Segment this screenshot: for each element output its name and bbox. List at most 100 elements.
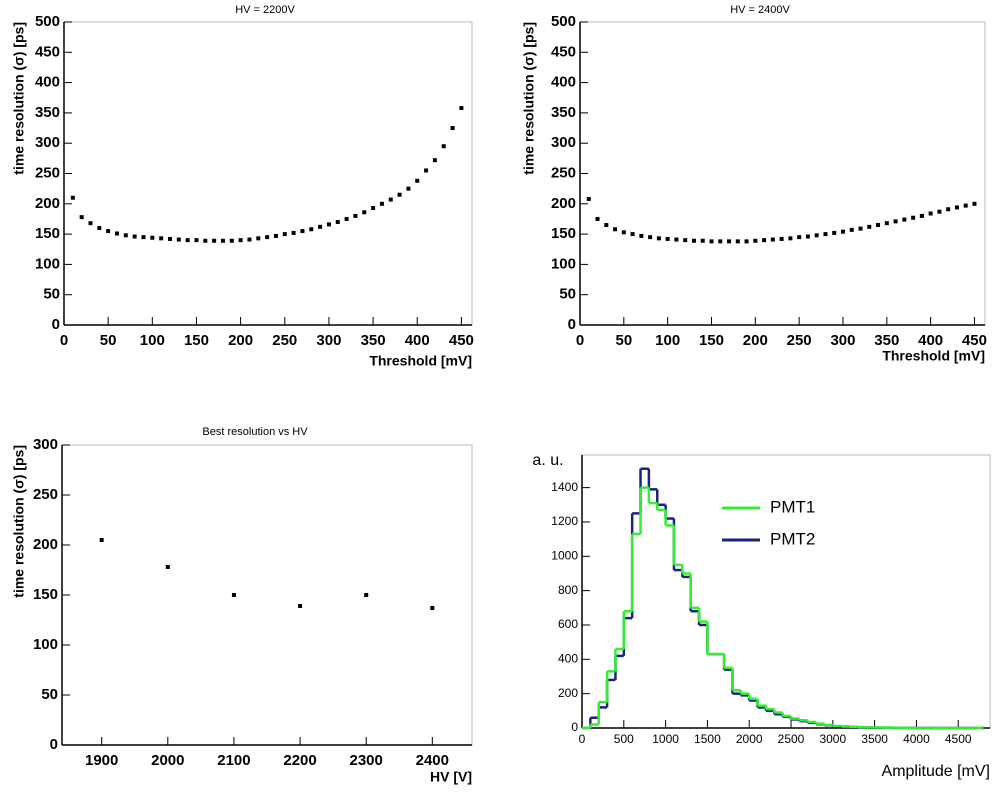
data-point xyxy=(604,223,609,228)
plot-frame xyxy=(61,444,473,746)
data-point xyxy=(954,205,959,210)
y-tick-label: 200 xyxy=(558,686,578,700)
data-point xyxy=(884,221,889,226)
plot-frame xyxy=(579,21,986,326)
data-point xyxy=(176,237,181,242)
data-point xyxy=(229,238,234,243)
data-point xyxy=(99,538,104,542)
y-tick-label: 1200 xyxy=(551,514,578,528)
data-point xyxy=(430,606,435,610)
y-tick-label: 150 xyxy=(33,586,58,603)
y-tick-label: 400 xyxy=(551,74,576,91)
y-tick-label: 400 xyxy=(35,74,60,91)
y-tick-label: 250 xyxy=(35,164,60,181)
data-point xyxy=(876,223,881,228)
data-point xyxy=(300,229,305,234)
data-point xyxy=(256,236,261,241)
y-axis-label: time resolution (σ) [ps] xyxy=(11,22,27,175)
data-point xyxy=(946,207,951,212)
data-point xyxy=(353,213,358,218)
x-tick-label: 1500 xyxy=(694,732,721,746)
data-point xyxy=(364,593,369,597)
data-point xyxy=(441,144,446,149)
x-tick-label: 150 xyxy=(184,332,209,349)
y-tick-label: 400 xyxy=(558,651,578,665)
data-point xyxy=(858,226,863,231)
x-tick-label: 300 xyxy=(830,332,855,349)
chart-title: HV = 2400V xyxy=(730,4,790,16)
y-tick-label: 200 xyxy=(551,195,576,212)
x-tick-label: 250 xyxy=(787,332,812,349)
data-point xyxy=(79,215,84,220)
data-point xyxy=(621,230,626,235)
data-point xyxy=(928,211,933,216)
x-axis-label: Amplitude [mV] xyxy=(882,763,990,780)
data-point xyxy=(273,233,278,238)
data-point xyxy=(114,231,119,236)
data-point xyxy=(937,209,942,214)
x-tick-label: 4500 xyxy=(945,732,972,746)
data-point xyxy=(70,195,75,200)
y-axis-label: time resolution (σ) [ps] xyxy=(521,22,537,175)
data-point xyxy=(911,215,916,220)
data-point xyxy=(298,604,303,608)
data-point xyxy=(972,201,977,206)
x-tick-label: 350 xyxy=(874,332,899,349)
data-point xyxy=(735,239,740,244)
data-point xyxy=(762,238,767,243)
data-point xyxy=(150,235,155,240)
data-point xyxy=(282,232,287,237)
data-point xyxy=(132,234,137,239)
data-point xyxy=(613,227,618,232)
y-tick-label: 100 xyxy=(33,636,58,653)
data-point xyxy=(753,238,758,243)
x-tick-label: 1900 xyxy=(85,752,118,769)
y-axis-label: a. u. xyxy=(532,452,563,469)
data-point xyxy=(265,235,270,240)
x-tick-label: 2000 xyxy=(736,732,763,746)
data-point xyxy=(893,219,898,224)
y-tick-label: 100 xyxy=(35,255,60,272)
y-tick-label: 150 xyxy=(551,225,576,242)
x-tick-label: 400 xyxy=(918,332,943,349)
data-point xyxy=(832,230,837,235)
y-tick-label: 300 xyxy=(551,134,576,151)
data-point xyxy=(165,565,170,569)
data-point xyxy=(674,237,679,242)
x-tick-label: 2400 xyxy=(416,752,449,769)
y-tick-label: 300 xyxy=(33,436,58,453)
data-point xyxy=(326,222,331,227)
y-tick-label: 100 xyxy=(551,255,576,272)
y-tick-label: 250 xyxy=(33,486,58,503)
data-point xyxy=(291,230,296,235)
data-point xyxy=(203,238,208,243)
chart-title: Best resolution vs HV xyxy=(202,426,308,438)
x-tick-label: 0 xyxy=(579,732,586,746)
data-point xyxy=(141,235,146,240)
x-tick-label: 250 xyxy=(272,332,297,349)
x-axis-label: Threshold [mV] xyxy=(369,353,472,369)
data-point xyxy=(212,238,217,243)
data-point xyxy=(788,236,793,241)
y-tick-label: 800 xyxy=(558,583,578,597)
data-point xyxy=(595,216,600,221)
data-point xyxy=(779,236,784,241)
x-tick-label: 0 xyxy=(576,332,584,349)
y-tick-label: 450 xyxy=(35,43,60,60)
data-point xyxy=(770,237,775,242)
y-tick-label: 0 xyxy=(568,316,576,333)
y-tick-label: 250 xyxy=(551,164,576,181)
data-point xyxy=(840,229,845,234)
x-tick-label: 2500 xyxy=(778,732,805,746)
data-point xyxy=(963,203,968,208)
data-point xyxy=(867,224,872,229)
data-point xyxy=(805,234,810,239)
data-point xyxy=(309,227,314,232)
data-point xyxy=(194,238,199,243)
plot-frame xyxy=(581,454,991,729)
data-point xyxy=(388,197,393,202)
data-point xyxy=(344,216,349,221)
y-tick-label: 1000 xyxy=(551,548,578,562)
data-point xyxy=(185,238,190,243)
